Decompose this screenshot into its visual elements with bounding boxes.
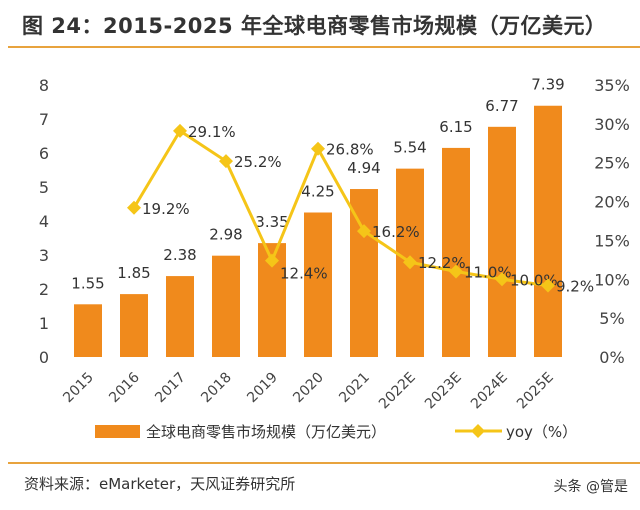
bar: [74, 304, 102, 357]
bar: [488, 126, 516, 357]
right-axis-tick: 5%: [599, 309, 624, 328]
x-axis-tick: 2018: [198, 370, 235, 407]
bar: [212, 255, 240, 357]
bar-data-label: 4.25: [301, 183, 334, 201]
legend-bar-swatch: [95, 425, 140, 438]
left-axis-tick: 8: [39, 76, 49, 95]
x-axis-tick: 2019: [244, 370, 281, 407]
x-axis-tick: 2022E: [376, 370, 419, 413]
bar-data-label: 2.98: [209, 226, 242, 244]
left-axis-tick: 5: [39, 178, 49, 197]
yoy-point: [311, 141, 325, 156]
bar-data-label: 6.77: [485, 97, 518, 115]
legend-line-marker: [471, 424, 485, 438]
x-axis-tick: 2021: [336, 370, 373, 407]
left-axis-tick: 6: [39, 144, 49, 163]
yoy-point: [403, 255, 417, 270]
left-axis-tick: 4: [39, 212, 49, 231]
bar-data-label: 4.94: [347, 159, 380, 177]
source-divider: [8, 462, 640, 464]
yoy-point: [265, 253, 279, 268]
x-axis-tick: 2020: [290, 370, 327, 407]
yoy-data-label: 9.2%: [556, 278, 594, 296]
right-axis-tick: 10%: [594, 270, 630, 289]
yoy-point: [219, 154, 233, 169]
bar: [166, 276, 194, 357]
bar: [120, 294, 148, 357]
yoy-data-label: 12.4%: [280, 265, 328, 283]
bar: [304, 212, 332, 357]
x-axis-tick: 2024E: [468, 370, 511, 413]
left-axis-tick: 3: [39, 246, 49, 265]
right-axis-tick: 15%: [594, 231, 630, 250]
yoy-point: [127, 200, 141, 215]
figure-title: 图 24：2015-2025 年全球电商零售市场规模（万亿美元）: [22, 14, 607, 38]
yoy-point: [495, 272, 509, 287]
legend-bar-label: 全球电商零售市场规模（万亿美元）: [146, 423, 386, 441]
right-axis-tick: 30%: [594, 115, 630, 134]
yoy-point: [173, 123, 187, 138]
x-axis-tick: 2016: [106, 369, 143, 406]
right-axis-tick: 25%: [594, 154, 630, 173]
yoy-data-label: 19.2%: [142, 200, 190, 218]
left-axis-tick: 1: [39, 314, 49, 333]
yoy-data-label: 25.2%: [234, 153, 282, 171]
bar-data-label: 3.35: [255, 213, 288, 231]
chart: 0 1 2 3 4 5 6 7 8 0% 5% 10% 15% 20% 25% 30% 35% 1.55 1.85 2…: [39, 76, 630, 441]
x-axis-tick: 2015: [60, 370, 97, 407]
title-divider: [8, 46, 640, 48]
yoy-point: [541, 278, 555, 293]
watermark: 头条 @管是: [553, 479, 628, 495]
legend-line-label: yoy（%）: [506, 423, 577, 441]
bar-data-label: 6.15: [439, 118, 472, 136]
bar-data-label: 5.54: [393, 139, 426, 157]
yoy-point: [449, 264, 463, 279]
yoy-line: [132, 128, 549, 287]
bar-data-label: 7.39: [531, 76, 564, 94]
bar: [442, 147, 470, 357]
yoy-data-label: 26.8%: [326, 141, 374, 159]
x-axis-tick: 2017: [152, 370, 189, 407]
bar-data-label: 1.85: [117, 264, 150, 282]
right-axis-tick: 20%: [594, 193, 630, 212]
left-axis-tick: 0: [39, 348, 49, 367]
source-note: 资料来源：eMarketer，天风证券研究所: [24, 475, 296, 493]
x-axis-tick: 2023E: [422, 370, 465, 413]
right-axis-tick: 35%: [594, 76, 630, 95]
yoy-data-label: 29.1%: [188, 123, 236, 141]
yoy-point: [357, 224, 371, 239]
right-axis-tick: 0%: [599, 348, 624, 367]
left-axis-tick: 2: [39, 280, 49, 299]
x-axis-tick: 2025E: [514, 370, 557, 413]
bar-data-label: 2.38: [163, 246, 196, 264]
bar-data-label: 1.55: [71, 274, 104, 292]
yoy-data-label: 16.2%: [372, 223, 420, 241]
left-axis-tick: 7: [39, 110, 49, 129]
bar: [534, 105, 562, 358]
